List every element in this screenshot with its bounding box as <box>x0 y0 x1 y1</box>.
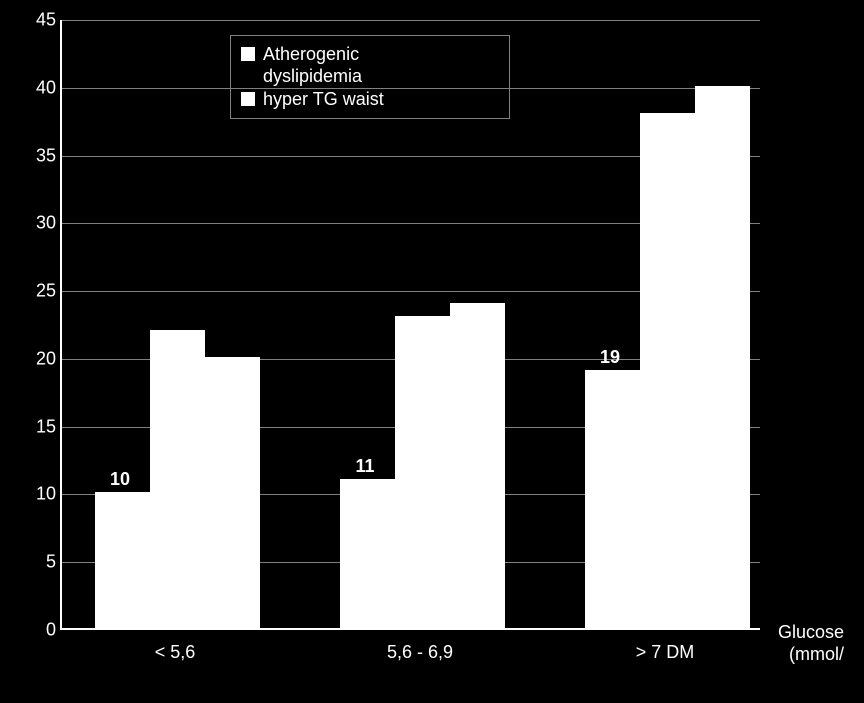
legend-item-atherogenic: Atherogenic dyslipidemia <box>241 44 499 87</box>
bar <box>205 357 260 628</box>
bar <box>95 492 150 628</box>
y-tick-label: 40 <box>16 77 56 98</box>
y-tick-label: 45 <box>16 10 56 31</box>
legend-swatch-icon <box>241 47 255 61</box>
x-tick-label: < 5,6 <box>155 642 196 663</box>
bar-value-label: 11 <box>355 456 374 477</box>
y-tick-label: 5 <box>16 552 56 573</box>
y-tick-label: 15 <box>16 416 56 437</box>
y-tick-label: 35 <box>16 145 56 166</box>
legend: Atherogenic dyslipidemia hyper TG waist <box>230 35 510 119</box>
x-tick-label: 5,6 - 6,9 <box>387 642 453 663</box>
gridline <box>62 20 760 21</box>
bar <box>640 113 695 628</box>
y-tick-label: 30 <box>16 213 56 234</box>
x-axis-label: (mmol/ <box>789 644 844 665</box>
legend-swatch-icon <box>241 92 255 106</box>
bar <box>150 330 205 628</box>
y-tick-label: 10 <box>16 484 56 505</box>
bar-value-label: 19 <box>600 347 620 368</box>
y-tick-label: 0 <box>16 620 56 641</box>
y-tick-label: 20 <box>16 348 56 369</box>
bar <box>450 303 505 628</box>
x-axis-label: Glucose <box>778 622 844 643</box>
y-tick-label: 25 <box>16 281 56 302</box>
bar <box>585 370 640 628</box>
legend-label: hyper TG waist <box>263 89 384 110</box>
legend-label: Atherogenic <box>263 44 362 66</box>
bar <box>695 86 750 628</box>
chart-container: 051015202530354045 < 5,65,6 - 6,9> 7 DM … <box>0 0 864 703</box>
legend-label: dyslipidemia <box>263 66 362 88</box>
legend-item-hypertg: hyper TG waist <box>241 89 499 110</box>
bar <box>340 479 395 628</box>
x-tick-label: > 7 DM <box>636 642 695 663</box>
bar-value-label: 10 <box>110 469 130 490</box>
bar <box>395 316 450 628</box>
